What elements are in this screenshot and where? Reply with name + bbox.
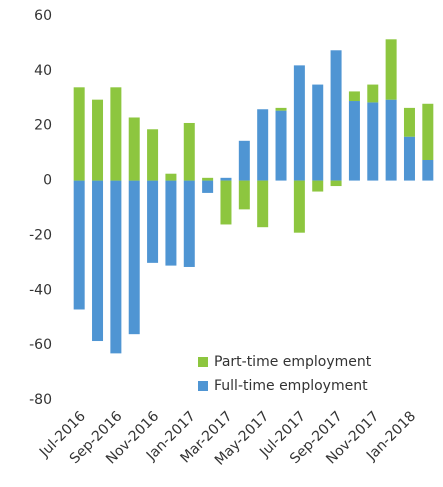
bar — [257, 180, 269, 228]
bar — [367, 84, 379, 103]
bar — [330, 180, 342, 187]
legend-swatch — [198, 381, 208, 391]
bar — [312, 180, 324, 192]
bar — [92, 99, 104, 181]
bar — [367, 102, 379, 181]
y-tick-label: 60 — [34, 8, 52, 24]
bar — [422, 103, 434, 160]
bar — [238, 140, 250, 181]
bar — [257, 109, 269, 181]
bar — [403, 136, 415, 181]
y-tick-label: -20 — [29, 227, 52, 243]
bar — [202, 180, 214, 193]
y-tick-label: -60 — [29, 337, 52, 353]
bar — [385, 99, 397, 181]
bar — [403, 107, 415, 137]
bar — [165, 180, 177, 266]
y-tick-label: -80 — [29, 392, 52, 408]
bar — [220, 180, 232, 225]
bar — [348, 91, 360, 102]
bar — [312, 84, 324, 181]
legend-swatch — [198, 357, 208, 367]
bar — [385, 39, 397, 100]
bar — [275, 110, 287, 181]
bar — [128, 180, 140, 335]
bar — [293, 180, 305, 233]
bar — [238, 180, 250, 210]
y-tick-label: 20 — [34, 118, 52, 134]
bar — [73, 180, 85, 310]
bar — [183, 122, 195, 181]
bar — [110, 87, 122, 181]
bar — [348, 101, 360, 181]
bar — [147, 129, 159, 181]
bar — [220, 177, 232, 181]
legend-label: Full-time employment — [214, 378, 368, 394]
bar — [330, 50, 342, 181]
bar — [293, 65, 305, 181]
bar — [92, 180, 104, 342]
bar — [165, 173, 177, 181]
bar — [275, 107, 287, 111]
bar — [147, 180, 159, 263]
bar — [202, 177, 214, 181]
bar — [128, 117, 140, 181]
y-tick-label: 0 — [43, 173, 52, 189]
y-tick-label: -40 — [29, 282, 52, 298]
bar — [73, 87, 85, 181]
bar — [183, 180, 195, 267]
bar — [422, 160, 434, 181]
legend-label: Part-time employment — [214, 354, 372, 370]
y-tick-label: 40 — [34, 63, 52, 79]
bar — [110, 180, 122, 354]
